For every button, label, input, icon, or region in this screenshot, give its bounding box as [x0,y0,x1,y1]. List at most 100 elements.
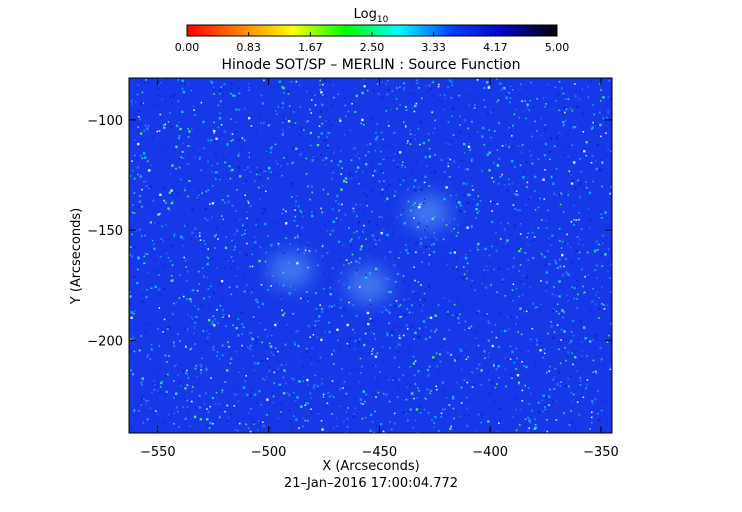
speckle [516,357,518,360]
speckle [250,345,252,347]
speckle [472,189,474,191]
speckle [518,382,520,385]
speckle [418,389,420,392]
speckle [160,238,163,240]
speckle [242,326,245,329]
speckle [143,395,145,398]
speckle [521,389,524,392]
speckle [292,111,295,113]
speckle [388,311,391,314]
speckle [415,363,417,366]
speckle [572,393,575,396]
speckle [591,411,593,414]
speckle [267,264,270,266]
speckle [297,236,299,238]
speckle [186,270,189,273]
speckle [309,356,312,359]
speckle [394,153,396,155]
speckle [206,276,209,279]
speckle [371,350,373,352]
speckle [322,188,325,191]
speckle [421,97,423,100]
speckle [521,294,524,297]
speckle [249,430,252,433]
speckle [151,137,154,139]
speckle [304,419,306,422]
speckle [563,330,566,333]
speckle [417,370,420,373]
speckle [264,260,267,263]
speckle [459,415,461,417]
speckle [309,131,313,135]
speckle [449,79,451,82]
speckle [270,351,273,353]
speckle [471,371,474,374]
speckle [358,380,361,383]
speckle [228,346,230,348]
speckle [218,403,220,405]
speckle [477,242,480,246]
speckle [527,309,530,312]
speckle [163,318,166,321]
speckle [592,104,594,106]
speckle [599,346,602,350]
speckle [592,287,594,290]
speckle [355,215,358,217]
speckle [424,245,428,249]
speckle [178,158,181,160]
speckle [519,307,522,310]
speckle [189,180,191,182]
speckle [513,113,516,116]
speckle [350,244,352,247]
speckle [473,198,475,200]
speckle [298,205,300,208]
speckle [491,245,493,248]
speckle [534,118,537,121]
speckle [261,302,265,306]
speckle [477,344,480,347]
speckle [273,87,275,89]
speckle [163,199,165,202]
speckle [268,124,271,126]
speckle [445,397,448,399]
speckle [466,94,468,97]
speckle [519,280,522,283]
speckle [512,265,515,268]
speckle [336,387,339,390]
speckle [152,348,155,351]
speckle [340,272,342,274]
speckle [409,139,413,142]
speckle [447,165,450,168]
speckle [419,242,423,245]
speckle [601,161,604,164]
speckle [186,298,188,300]
speckle [428,185,431,187]
speckle [252,355,254,357]
speckle [579,149,582,151]
speckle [423,408,426,411]
speckle [385,110,388,112]
speckle [300,405,303,408]
speckle [203,366,206,368]
speckle [463,379,466,381]
speckle [414,360,417,362]
speckle [537,206,540,209]
speckle [178,135,181,137]
speckle [337,240,341,243]
speckle [544,124,546,126]
speckle [558,194,561,196]
speckle [346,279,348,281]
speckle [568,424,571,426]
speckle [374,355,378,358]
speckle [599,242,601,244]
speckle [249,347,252,350]
speckle [550,175,553,178]
speckle [150,287,153,290]
speckle [476,100,479,102]
speckle [471,185,474,187]
speckle [534,120,536,123]
speckle [457,298,459,301]
speckle [332,220,335,223]
speckle [199,239,202,241]
speckle [398,337,401,339]
